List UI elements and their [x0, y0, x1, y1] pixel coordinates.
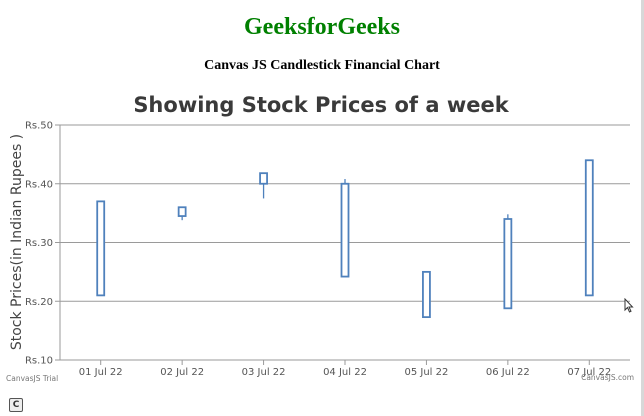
candle[interactable] — [96, 200, 106, 297]
mouse-cursor-icon — [624, 298, 634, 313]
y-tick-label: Rs.50 — [25, 121, 53, 132]
candle[interactable] — [177, 206, 187, 221]
credit-right[interactable]: CanvasJS.com — [581, 373, 634, 382]
x-axis-ticks: 01 Jul 22 02 Jul 22 03 Jul 22 04 Jul 22 05 J… — [79, 360, 611, 378]
x-tick-label: 07 Jul 22 — [567, 367, 611, 378]
candle[interactable] — [340, 179, 350, 278]
candle-body[interactable] — [340, 182, 350, 278]
c-badge-icon[interactable]: C — [9, 398, 23, 412]
x-tick-label: 05 Jul 22 — [404, 367, 448, 378]
x-tick-label: 02 Jul 22 — [160, 367, 204, 378]
candle-body[interactable] — [177, 206, 187, 217]
candle[interactable] — [422, 270, 431, 319]
candle-body[interactable] — [503, 218, 513, 310]
x-tick-label: 01 Jul 22 — [79, 367, 123, 378]
candle[interactable] — [503, 214, 513, 310]
candle-body[interactable] — [422, 270, 431, 319]
candle[interactable] — [259, 172, 268, 199]
y-tick-label: Rs.40 — [25, 179, 53, 190]
credit-left[interactable]: CanvasJS Trial — [6, 374, 58, 383]
candles[interactable] — [96, 159, 594, 319]
y-tick-label: Rs.20 — [25, 297, 53, 308]
candle-body[interactable] — [96, 200, 106, 297]
x-tick-label: 06 Jul 22 — [486, 367, 530, 378]
page-subheading: Canvas JS Candlestick Financial Chart — [204, 58, 440, 73]
x-tick-label: 03 Jul 22 — [242, 367, 286, 378]
x-tick-label: 04 Jul 22 — [323, 367, 367, 378]
candlestick-chart[interactable]: Showing Stock Prices of a week Rs.10 Rs.2… — [0, 84, 644, 384]
window-edge — [641, 0, 644, 416]
candle-body[interactable] — [584, 159, 594, 297]
candle[interactable] — [584, 159, 594, 297]
chart-title: Showing Stock Prices of a week — [133, 93, 509, 117]
y-axis-ticks: Rs.10 Rs.20 Rs.30 Rs.40 Rs.50 — [25, 121, 60, 367]
y-tick-label: Rs.10 — [25, 356, 53, 367]
y-tick-label: Rs.30 — [25, 238, 53, 249]
candle-body[interactable] — [259, 172, 268, 185]
y-axis-title: Stock Prices(in Indian Rupees ) — [9, 134, 25, 350]
page-heading: GeeksforGeeks — [244, 14, 400, 40]
